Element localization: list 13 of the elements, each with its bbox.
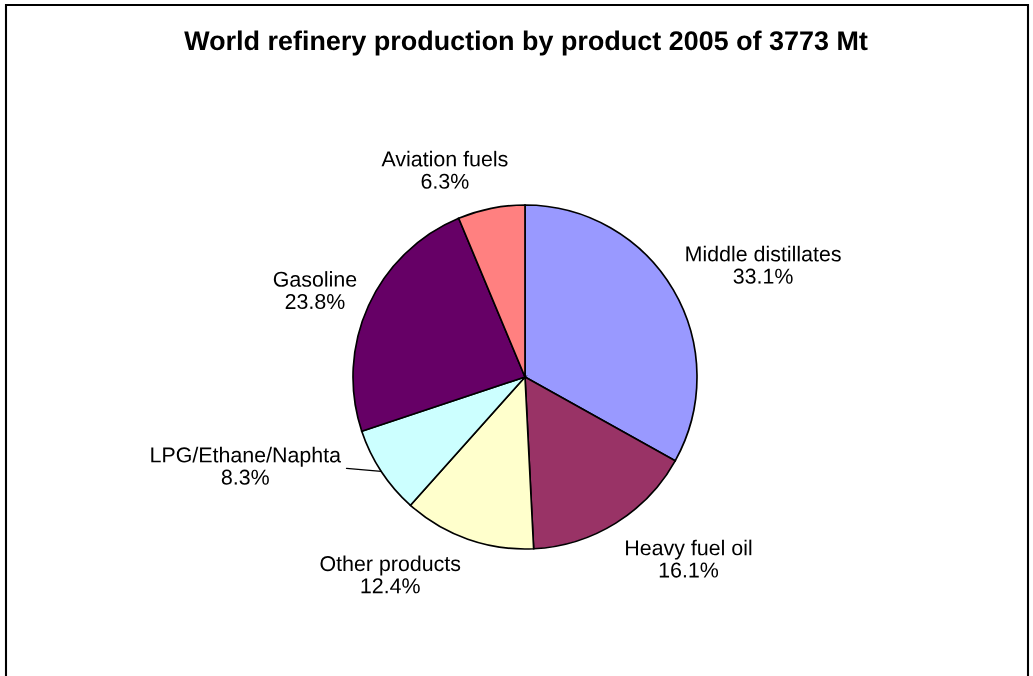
data-label: 6.3% [421, 173, 469, 189]
chart-title: World refinery production by product 2005 of 3773 Mt [184, 30, 868, 56]
slice-label: Middle distillates [686, 245, 841, 262]
slice-label: Other products [320, 555, 461, 576]
slice-label: Heavy fuel oil [626, 539, 752, 560]
data-label: 23.8% [285, 293, 345, 310]
data-label: 8.3% [221, 469, 269, 485]
data-label: 16.1% [659, 562, 719, 578]
data-label: 12.4% [361, 578, 420, 594]
slice-label: LPG/Ethane/Naphta [151, 446, 341, 467]
data-label: 33.1% [733, 268, 793, 284]
slice-label: Gasoline [273, 271, 357, 287]
slice-label: Aviation fuels [381, 150, 508, 167]
